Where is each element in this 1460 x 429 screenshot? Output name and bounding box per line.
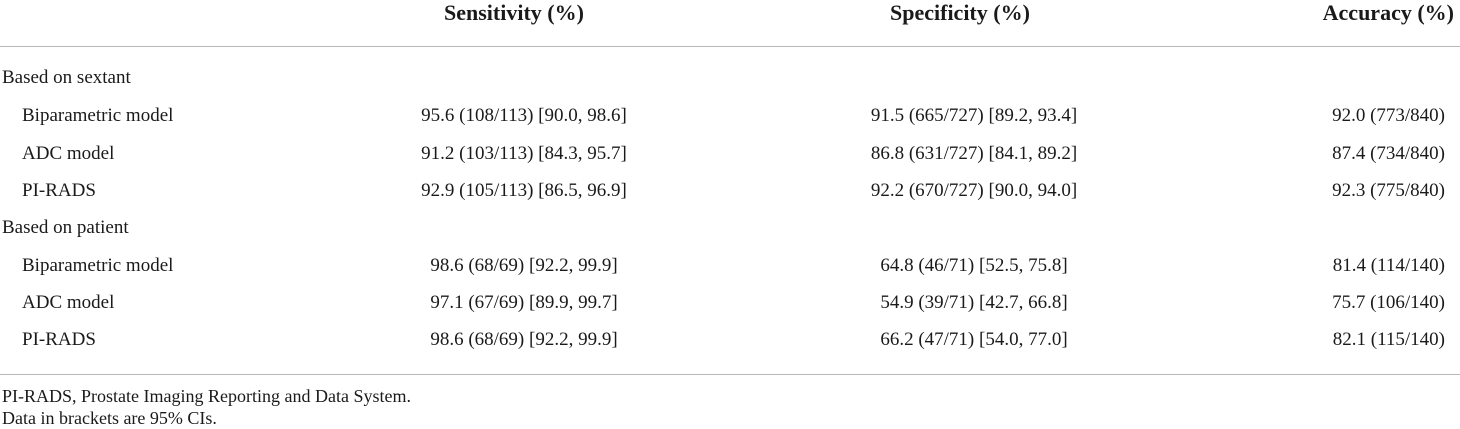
table-bottom-rule xyxy=(0,374,1460,375)
cell-sensitivity: 97.1 (67/69) [89.9, 99.7] xyxy=(430,292,618,313)
table-row: ADC model 91.2 (103/113) [84.3, 95.7] 86… xyxy=(0,143,1460,167)
cell-sensitivity: 92.9 (105/113) [86.5, 96.9] xyxy=(421,180,627,201)
cell-accuracy: 92.0 (773/840) xyxy=(1332,105,1445,126)
cell-specificity: 54.9 (39/71) [42.7, 66.8] xyxy=(880,292,1068,313)
cell-sensitivity: 91.2 (103/113) [84.3, 95.7] xyxy=(421,143,627,164)
row-model-label: ADC model xyxy=(22,292,115,313)
row-model-label: Biparametric model xyxy=(22,255,174,276)
cell-specificity: 86.8 (631/727) [84.1, 89.2] xyxy=(870,143,1078,164)
cell-specificity: 91.5 (665/727) [89.2, 93.4] xyxy=(870,105,1078,126)
table-row: Biparametric model 98.6 (68/69) [92.2, 9… xyxy=(0,255,1460,279)
footnote-abbreviation: PI-RADS, Prostate Imaging Reporting and … xyxy=(2,386,411,406)
cell-sensitivity: 98.6 (68/69) [92.2, 99.9] xyxy=(430,255,618,276)
table-row: PI-RADS 98.6 (68/69) [92.2, 99.9] 66.2 (… xyxy=(0,329,1460,353)
header-accuracy: Accuracy (%) xyxy=(1322,0,1454,25)
cell-accuracy: 92.3 (775/840) xyxy=(1332,180,1445,201)
cell-sensitivity: 95.6 (108/113) [90.0, 98.6] xyxy=(421,105,627,126)
cell-accuracy: 87.4 (734/840) xyxy=(1332,143,1445,164)
table-header: Sensitivity (%) Specificity (%) Accuracy… xyxy=(0,0,1460,47)
section-label-patient: Based on patient xyxy=(2,217,129,238)
cell-specificity: 64.8 (46/71) [52.5, 75.8] xyxy=(880,255,1068,276)
cell-specificity: 66.2 (47/71) [54.0, 77.0] xyxy=(880,329,1068,350)
section-label-sextant: Based on sextant xyxy=(2,67,131,88)
cell-sensitivity: 98.6 (68/69) [92.2, 99.9] xyxy=(430,329,618,350)
cell-accuracy: 75.7 (106/140) xyxy=(1332,292,1445,313)
results-table: Sensitivity (%) Specificity (%) Accuracy… xyxy=(0,0,1460,47)
cell-accuracy: 81.4 (114/140) xyxy=(1332,255,1445,276)
cell-specificity: 92.2 (670/727) [90.0, 94.0] xyxy=(870,180,1078,201)
table-row: PI-RADS 92.9 (105/113) [86.5, 96.9] 92.2… xyxy=(0,180,1460,204)
row-model-label: PI-RADS xyxy=(22,180,96,201)
table-row: Biparametric model 95.6 (108/113) [90.0,… xyxy=(0,105,1460,129)
footnote-ci: Data in brackets are 95% CIs. xyxy=(2,408,217,428)
header-sensitivity: Sensitivity (%) xyxy=(444,0,584,25)
table-row: ADC model 97.1 (67/69) [89.9, 99.7] 54.9… xyxy=(0,292,1460,316)
row-model-label: ADC model xyxy=(22,143,115,164)
cell-accuracy: 82.1 (115/140) xyxy=(1332,329,1445,350)
header-specificity: Specificity (%) xyxy=(890,0,1030,25)
row-model-label: PI-RADS xyxy=(22,329,96,350)
row-model-label: Biparametric model xyxy=(22,105,174,126)
